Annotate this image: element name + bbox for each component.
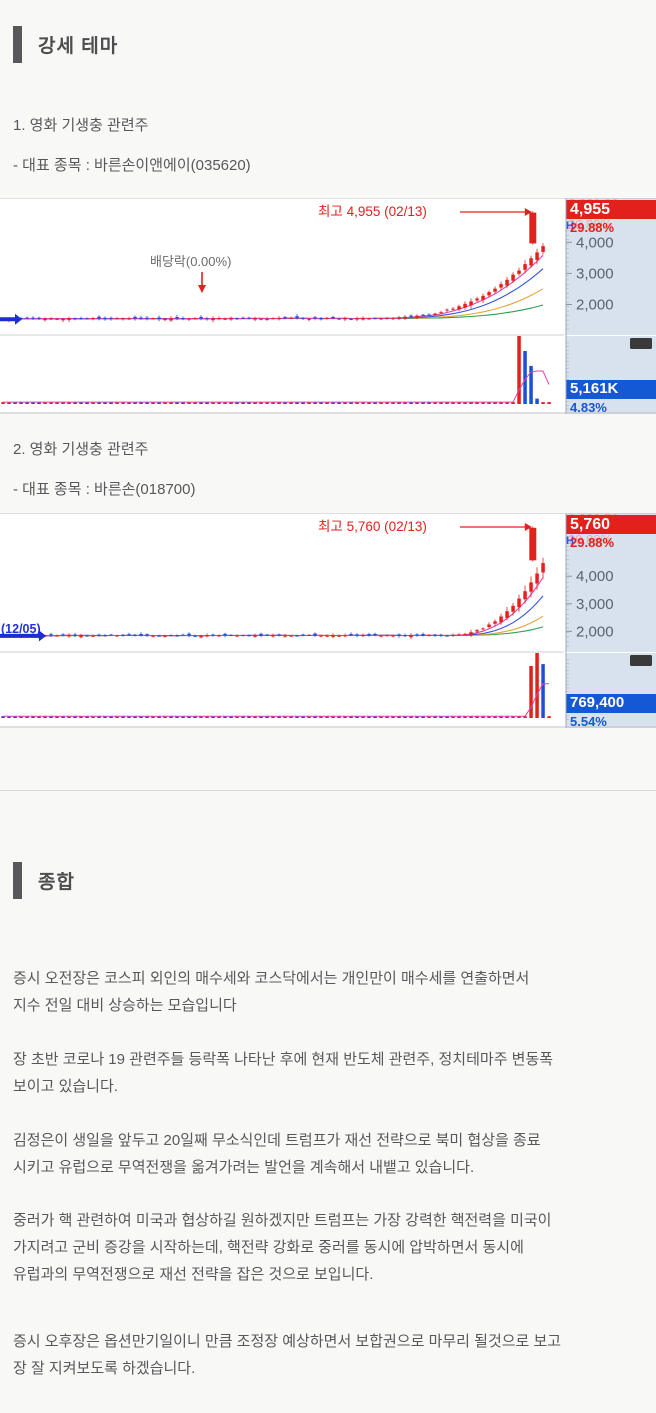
svg-text:2,000: 2,000 bbox=[576, 623, 614, 640]
svg-text:(12/05): (12/05) bbox=[1, 622, 41, 636]
svg-text:최고 5,760 (02/13): 최고 5,760 (02/13) bbox=[318, 519, 427, 534]
svg-text:4,955: 4,955 bbox=[570, 201, 610, 218]
svg-text:5.54%: 5.54% bbox=[570, 714, 607, 728]
svg-text:4.83%: 4.83% bbox=[570, 400, 607, 414]
svg-text:3,000: 3,000 bbox=[576, 265, 614, 282]
svg-text:2,000: 2,000 bbox=[576, 297, 614, 314]
svg-text:5,161K: 5,161K bbox=[570, 380, 619, 397]
svg-text:5,760: 5,760 bbox=[570, 516, 610, 533]
svg-text:4,000: 4,000 bbox=[576, 234, 614, 251]
svg-text:29.88%: 29.88% bbox=[570, 535, 615, 550]
svg-text:최고 4,955 (02/13): 최고 4,955 (02/13) bbox=[318, 204, 427, 219]
svg-text:배당락(0.00%): 배당락(0.00%) bbox=[150, 254, 231, 269]
svg-text:3,000: 3,000 bbox=[576, 596, 614, 613]
svg-text:29.88%: 29.88% bbox=[570, 220, 615, 235]
svg-text:4,000: 4,000 bbox=[576, 568, 614, 585]
svg-text:769,400: 769,400 bbox=[570, 694, 624, 711]
